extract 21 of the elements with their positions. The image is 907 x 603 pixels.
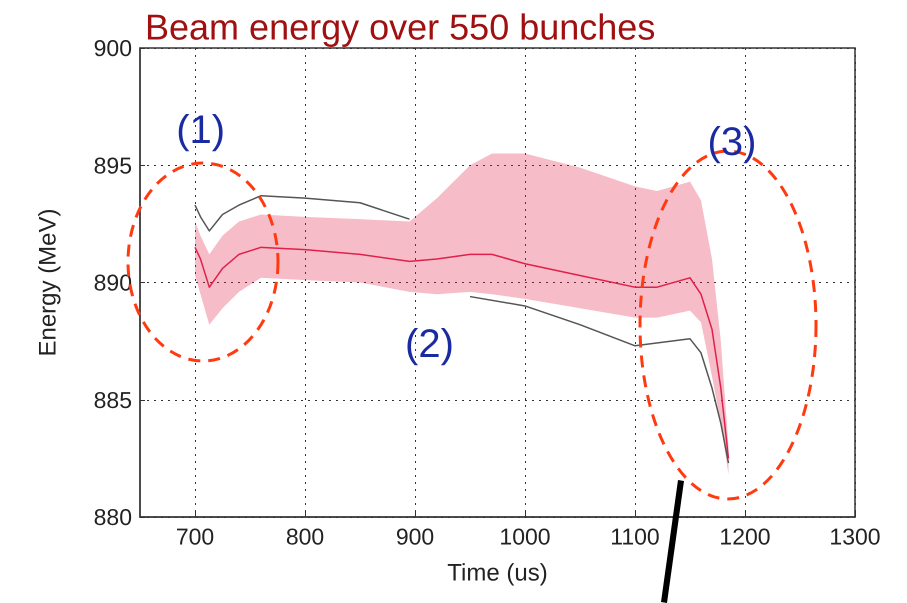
x-tick-label: 1200 bbox=[719, 524, 771, 550]
line-series bbox=[194, 194, 410, 232]
chart-title: Beam energy over 550 bunches bbox=[145, 6, 656, 48]
x-tick-label: 800 bbox=[286, 524, 324, 550]
y-tick-label: 885 bbox=[94, 386, 132, 413]
y-tick-label: 890 bbox=[94, 270, 132, 296]
annotation: (2) bbox=[405, 322, 454, 367]
y-tick-label: 895 bbox=[94, 152, 132, 178]
y-tick-label: 900 bbox=[94, 35, 132, 61]
line-series bbox=[194, 246, 730, 460]
x-tick-label: 700 bbox=[176, 524, 214, 550]
annotation: (1) bbox=[176, 108, 226, 154]
x-tick-label: 1100 bbox=[610, 524, 660, 550]
line-series bbox=[469, 296, 730, 464]
x-axis-title: Time (us) bbox=[447, 560, 548, 586]
x-tick-label: 1300 bbox=[829, 524, 881, 550]
y-tick-label: 880 bbox=[94, 504, 132, 530]
y-axis-title: Energy (MeV) bbox=[34, 208, 62, 357]
x-tick-label: 1000 bbox=[499, 524, 551, 550]
x-tick-label: 900 bbox=[396, 524, 434, 550]
annotation: (3) bbox=[708, 120, 756, 166]
